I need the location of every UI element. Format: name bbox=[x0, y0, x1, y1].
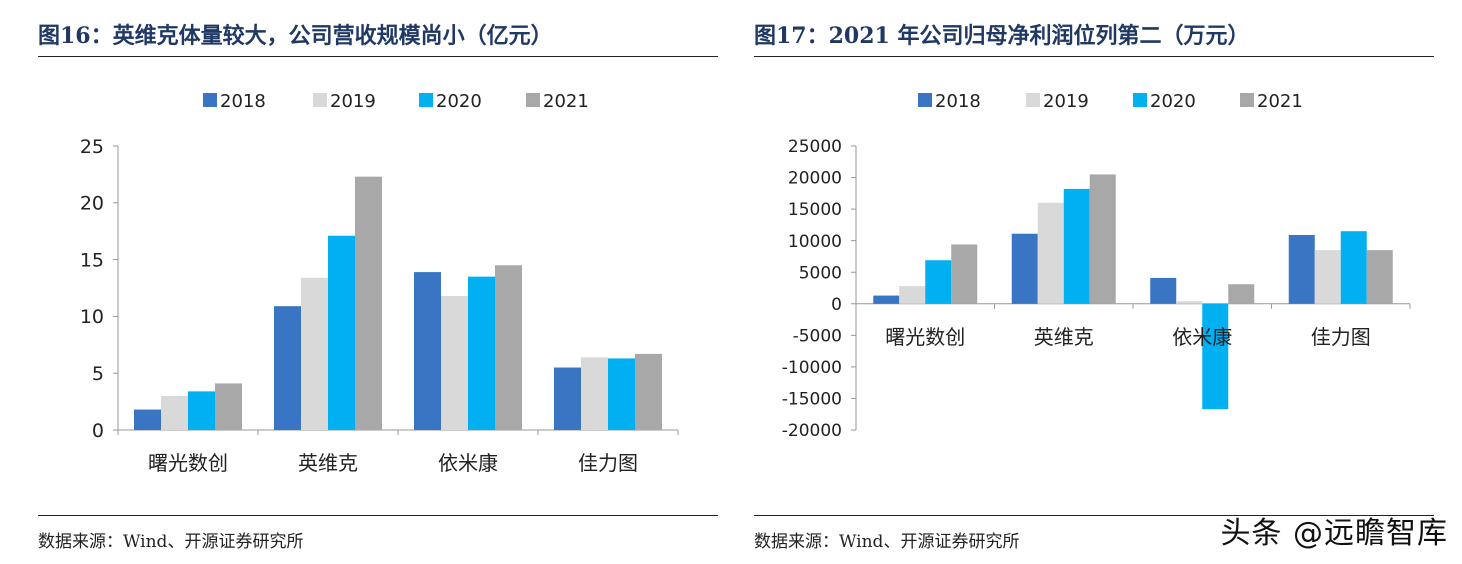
left-legend-swatch-2019 bbox=[313, 93, 327, 107]
right-y-tick-label: -10000 bbox=[782, 358, 842, 378]
right-bar-2018 bbox=[1011, 233, 1038, 304]
left-bar-2018 bbox=[274, 306, 301, 430]
right-bar-2021 bbox=[1366, 250, 1393, 304]
right-bar-2018 bbox=[873, 295, 900, 304]
left-source-note: 数据来源：Wind、开源证券研究所 bbox=[38, 532, 304, 552]
right-y-tick-label: 25000 bbox=[788, 137, 842, 157]
right-title-rule bbox=[754, 56, 1434, 57]
left-bar-2020 bbox=[468, 276, 495, 430]
left-legend-label-2021: 2021 bbox=[543, 91, 589, 112]
left-bar-2020 bbox=[188, 391, 215, 430]
right-legend-label-2020: 2020 bbox=[1150, 91, 1196, 112]
left-title-rule bbox=[38, 56, 718, 57]
right-category-label: 依米康 bbox=[1172, 325, 1232, 349]
right-category-label: 曙光数创 bbox=[885, 325, 965, 349]
right-category-label: 英维克 bbox=[1034, 325, 1094, 349]
left-y-tick-label: 5 bbox=[92, 363, 104, 385]
left-bar-2018 bbox=[554, 367, 581, 430]
right-bar-2020 bbox=[1202, 303, 1229, 410]
right-chart-panel: 图17：2021 年公司归母净利润位列第二（万元） -20000 -15000 -1… bbox=[730, 0, 1462, 564]
left-legend-swatch-2018 bbox=[203, 93, 217, 107]
left-bar-2021 bbox=[215, 383, 242, 430]
left-bar-2021 bbox=[355, 176, 382, 430]
right-y-tick-label: 15000 bbox=[788, 200, 842, 220]
right-y-tick-label: -20000 bbox=[782, 421, 842, 441]
right-legend-swatch-2021 bbox=[1240, 93, 1254, 107]
left-y-tick-label: 20 bbox=[80, 193, 104, 215]
right-bar-2020 bbox=[925, 260, 952, 304]
right-bar-2020 bbox=[1340, 231, 1367, 304]
left-chart-title: 图16：英维克体量较大，公司营收规模尚小（亿元） bbox=[38, 23, 553, 49]
left-legend-swatch-2021 bbox=[526, 93, 540, 107]
left-y-tick-label: 15 bbox=[80, 249, 104, 271]
left-bar-2018 bbox=[134, 409, 161, 430]
left-bar-2020 bbox=[608, 358, 635, 430]
right-bar-2019 bbox=[1037, 202, 1064, 304]
left-legend-label-2020: 2020 bbox=[436, 91, 482, 112]
left-category-label: 曙光数创 bbox=[148, 451, 228, 475]
left-bar-chart: 0 5 10 15 20 25 曙光数创 英维克 依米康 佳力图 2018 2019 2020 2021 bbox=[80, 91, 679, 475]
right-legend-swatch-2018 bbox=[918, 93, 932, 107]
left-y-tick-label: 0 bbox=[92, 420, 104, 442]
left-bar-2019 bbox=[301, 277, 328, 430]
right-source-rule bbox=[754, 515, 1434, 516]
left-legend-label-2018: 2018 bbox=[220, 91, 266, 112]
right-bar-2019 bbox=[1176, 301, 1203, 304]
right-bar-2021 bbox=[951, 244, 978, 304]
left-chart-panel: 图16：英维克体量较大，公司营收规模尚小（亿元） 0 5 10 15 20 25 曙光数创 英… bbox=[0, 0, 730, 564]
left-y-tick-label: 10 bbox=[80, 306, 104, 328]
left-bar-2021 bbox=[635, 353, 662, 430]
left-category-label: 英维克 bbox=[298, 451, 358, 475]
right-y-tick-label: -5000 bbox=[793, 326, 842, 346]
right-bar-2021 bbox=[1089, 174, 1116, 304]
right-bar-2019 bbox=[1314, 250, 1341, 304]
right-bar-chart: -20000 -15000 -10000 -5000 0 5000 10000 15000 20… bbox=[782, 91, 1411, 441]
right-legend-label-2021: 2021 bbox=[1257, 91, 1303, 112]
right-chart-title: 图17：2021 年公司归母净利润位列第二（万元） bbox=[754, 23, 1250, 49]
right-y-tick-label: 10000 bbox=[788, 232, 842, 252]
right-bar-2018 bbox=[1150, 277, 1177, 304]
left-legend-swatch-2020 bbox=[419, 93, 433, 107]
left-bar-2020 bbox=[328, 235, 355, 430]
left-category-label: 佳力图 bbox=[578, 451, 638, 475]
left-bar-2019 bbox=[441, 295, 468, 430]
watermark-text: 头条 @远瞻智库 bbox=[1220, 516, 1448, 551]
right-y-tick-label: -15000 bbox=[782, 390, 842, 410]
left-bar-2019 bbox=[161, 395, 188, 430]
right-source-note: 数据来源：Wind、开源证券研究所 bbox=[754, 532, 1020, 552]
right-bar-2021 bbox=[1228, 284, 1255, 304]
left-category-label: 依米康 bbox=[438, 451, 498, 475]
left-bar-2021 bbox=[495, 265, 522, 430]
right-legend-swatch-2020 bbox=[1133, 93, 1147, 107]
right-legend-label-2018: 2018 bbox=[935, 91, 981, 112]
right-y-tick-label: 20000 bbox=[788, 169, 842, 189]
left-source-rule bbox=[38, 515, 718, 516]
right-bar-2020 bbox=[1063, 188, 1090, 304]
right-category-label: 佳力图 bbox=[1311, 325, 1371, 349]
right-bar-2019 bbox=[899, 286, 926, 304]
left-bar-2018 bbox=[414, 272, 441, 430]
left-legend-label-2019: 2019 bbox=[330, 91, 376, 112]
right-legend-label-2019: 2019 bbox=[1043, 91, 1089, 112]
right-y-tick-label: 5000 bbox=[799, 263, 842, 283]
right-y-tick-label: 0 bbox=[831, 295, 842, 315]
left-bar-2019 bbox=[581, 357, 608, 430]
right-legend-swatch-2019 bbox=[1026, 93, 1040, 107]
right-bar-2018 bbox=[1288, 234, 1315, 304]
left-y-tick-label: 25 bbox=[80, 136, 104, 158]
